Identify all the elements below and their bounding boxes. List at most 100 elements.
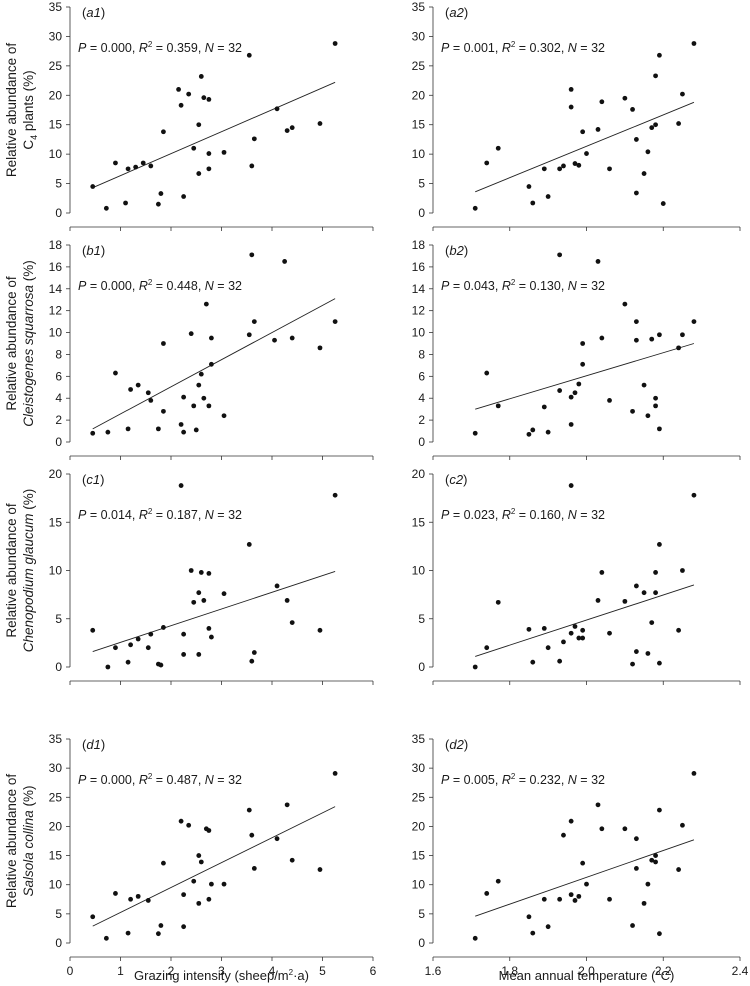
data-point xyxy=(251,650,257,655)
data-point xyxy=(633,649,639,654)
data-point xyxy=(251,319,257,325)
data-point xyxy=(584,151,589,156)
data-point xyxy=(158,662,164,668)
data-point xyxy=(653,590,658,596)
data-point xyxy=(317,121,323,126)
y-axis-label-species: Cleistogenes squarrosa (%) xyxy=(21,260,36,427)
data-point xyxy=(568,818,574,824)
data-point xyxy=(633,137,639,142)
data-point xyxy=(161,625,166,630)
y-tick-label: 10 xyxy=(49,147,63,161)
y-tick-label: 15 xyxy=(49,118,63,132)
data-point xyxy=(557,166,563,172)
regression-line xyxy=(92,81,336,189)
data-point xyxy=(676,345,681,351)
data-point xyxy=(568,87,574,92)
data-point xyxy=(135,382,141,388)
data-point xyxy=(188,331,194,337)
data-point xyxy=(206,896,212,902)
data-point xyxy=(332,41,338,46)
data-point xyxy=(181,631,187,637)
x-tick-label: 2.0 xyxy=(578,964,595,978)
data-point xyxy=(641,382,647,388)
y-axis-label: Relative abundance of xyxy=(4,43,19,178)
data-point xyxy=(196,122,202,128)
data-point xyxy=(181,429,187,435)
data-point xyxy=(557,896,563,902)
data-point xyxy=(580,341,586,346)
data-point xyxy=(176,87,181,92)
data-point xyxy=(561,163,566,169)
panel-label: (a1) xyxy=(82,5,105,20)
data-point xyxy=(155,931,161,937)
data-point xyxy=(206,97,212,102)
data-point xyxy=(332,492,338,498)
y-tick-label: 16 xyxy=(49,260,63,274)
data-point xyxy=(630,923,635,928)
data-point xyxy=(289,125,295,131)
data-point xyxy=(645,413,651,419)
data-point xyxy=(657,52,662,58)
data-point xyxy=(484,891,490,896)
data-point xyxy=(541,626,547,631)
data-point xyxy=(484,160,490,166)
data-point xyxy=(198,570,204,575)
y-tick-label: 15 xyxy=(412,118,426,132)
data-point xyxy=(676,627,681,633)
data-point xyxy=(246,807,252,813)
data-point xyxy=(599,826,605,832)
panel-label: (b2) xyxy=(445,243,468,258)
stats-text: P = 0.043, R2 = 0.130, N = 32 xyxy=(441,278,605,293)
data-point xyxy=(191,599,197,605)
data-point xyxy=(161,860,166,866)
data-point xyxy=(576,635,582,641)
y-tick-label: 20 xyxy=(412,88,426,102)
regression-line xyxy=(475,101,695,193)
data-point xyxy=(198,74,204,79)
data-point xyxy=(135,636,141,642)
data-point xyxy=(633,865,639,871)
data-point xyxy=(125,659,131,665)
data-point xyxy=(105,664,111,670)
data-point xyxy=(660,201,666,206)
y-tick-label: 0 xyxy=(55,660,62,674)
x-tick-label: 5 xyxy=(319,964,326,978)
data-point xyxy=(526,431,532,437)
data-point xyxy=(657,426,662,432)
regression-line xyxy=(92,298,336,430)
data-point xyxy=(649,620,655,626)
panel-label: (c2) xyxy=(445,472,467,487)
data-point xyxy=(206,403,212,409)
data-point xyxy=(113,645,118,651)
data-point xyxy=(249,252,255,258)
y-tick-label: 5 xyxy=(418,612,425,626)
data-point xyxy=(246,52,252,58)
y-tick-label: 10 xyxy=(412,878,426,892)
y-tick-label: 6 xyxy=(55,369,62,383)
data-point xyxy=(140,160,146,166)
data-point xyxy=(622,95,628,101)
y-tick-label: 4 xyxy=(418,391,425,405)
data-point xyxy=(249,832,255,838)
data-point xyxy=(649,857,655,863)
data-point xyxy=(691,41,697,46)
stats-text: P = 0.000, R2 = 0.448, N = 32 xyxy=(78,278,242,293)
data-point xyxy=(657,542,662,547)
data-point xyxy=(622,598,628,604)
data-point xyxy=(284,802,290,808)
data-point xyxy=(472,430,478,436)
data-point xyxy=(557,658,563,664)
data-point xyxy=(196,853,202,858)
y-tick-label: 18 xyxy=(412,238,426,252)
data-point xyxy=(691,770,697,776)
panel-label: (b1) xyxy=(82,243,105,258)
y-tick-label: 6 xyxy=(418,369,425,383)
data-point xyxy=(633,337,639,343)
data-point xyxy=(653,403,658,409)
data-point xyxy=(203,301,209,307)
data-point xyxy=(545,645,551,651)
data-point xyxy=(125,426,131,432)
data-point xyxy=(484,645,490,651)
y-tick-label: 18 xyxy=(49,238,63,252)
data-point xyxy=(630,408,635,414)
